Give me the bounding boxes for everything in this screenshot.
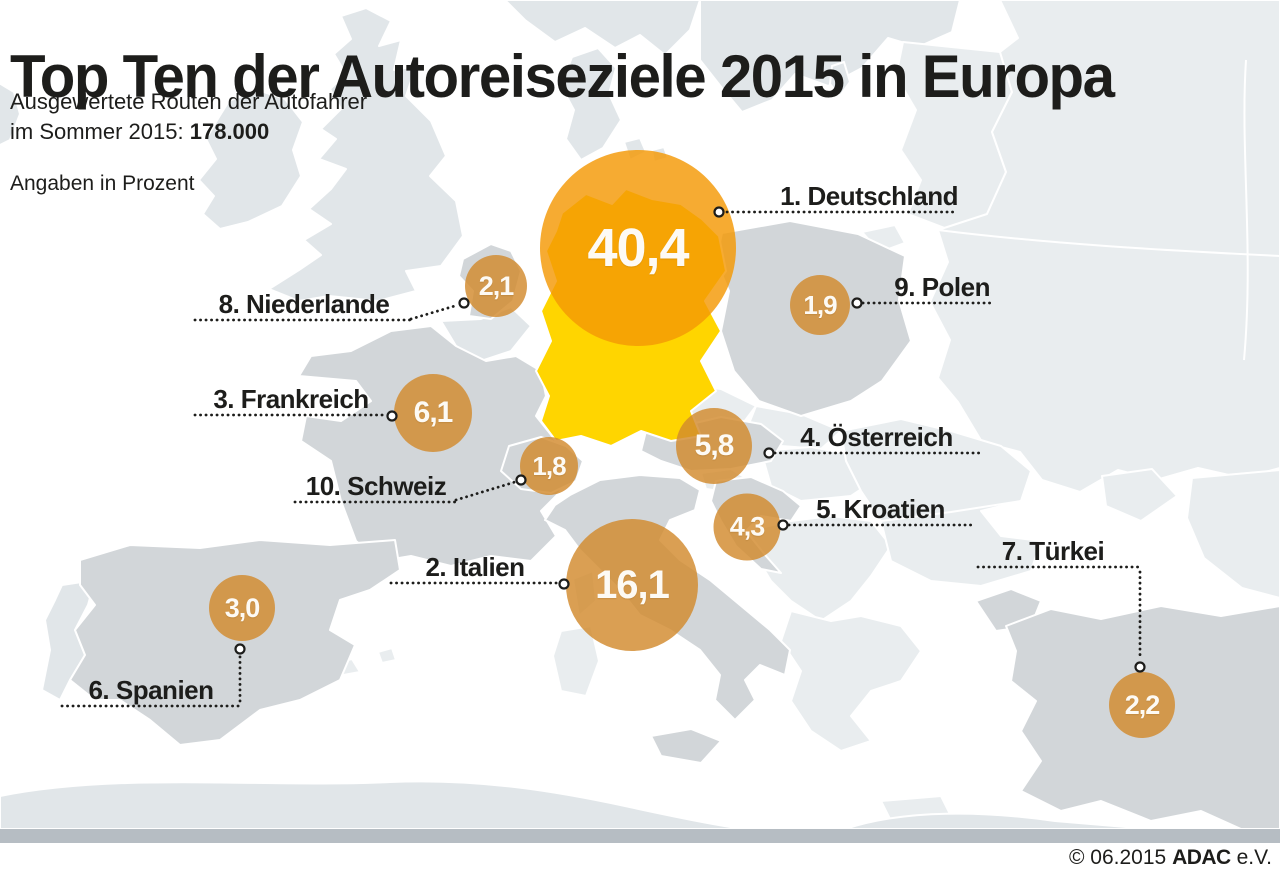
bubble-value-schweiz: 1,8 [532, 450, 566, 481]
leader-dot-italien [558, 578, 570, 590]
leader-dot-frankreich [386, 410, 398, 422]
bubble-value-spanien: 3,0 [224, 592, 261, 623]
label-schweiz: 10. Schweiz [295, 472, 457, 500]
bubble-value-italien: 16,1 [595, 562, 670, 607]
map-country-denmark [560, 47, 622, 161]
label-text-tuerkei: 7. Türkei [1001, 536, 1105, 566]
subtitle-line2: im Sommer 2015: 178.000 [10, 117, 367, 147]
leader-dot-deutschland [713, 206, 725, 218]
leader-line-tuerkei [976, 565, 1142, 662]
map-country-uk [268, 7, 464, 302]
subtitle-line1: Ausgewertete Routen der Autofahrer [10, 89, 368, 114]
map-border-line-east [937, 229, 1280, 257]
leader-dot-oesterreich [763, 447, 775, 459]
bubble-value-kroatien: 4,3 [729, 511, 766, 542]
map-country-ireland [198, 89, 304, 230]
bubble-value-frankreich: 6,1 [413, 396, 454, 429]
map-country-norway [504, 0, 701, 56]
map-country-spain [69, 539, 401, 746]
map-crimea [1101, 468, 1178, 522]
bubble-italien: 16,1 [566, 519, 698, 651]
bubble-niederlande: 2,1 [465, 255, 527, 317]
leader-dot-polen [851, 297, 863, 309]
map-border-romania-bulgaria [880, 500, 1022, 522]
label-text-frankreich: 3. Frankreich [213, 384, 369, 414]
bubble-polen: 1,9 [790, 275, 850, 335]
leader-line-spanien [60, 654, 242, 708]
label-text-spanien: 6. Spanien [88, 675, 214, 705]
leader-dot-tuerkei [1134, 661, 1146, 673]
map-north-africa-east [844, 812, 1151, 830]
label-oesterreich: 4. Österreich [773, 423, 980, 451]
leader-dot-kroatien [777, 519, 789, 531]
subtitle: Ausgewertete Routen der Autofahrer im So… [10, 87, 367, 147]
bubble-value-tuerkei: 2,2 [1124, 689, 1161, 720]
label-spanien: 6. Spanien [62, 676, 240, 704]
label-frankreich: 3. Frankreich [195, 385, 387, 413]
bubble-value-deutschland: 40,4 [587, 218, 689, 278]
page-title: Top Ten der Autoreiseziele 2015 in Europ… [10, 43, 1115, 111]
bubble-value-polen: 1,9 [803, 289, 837, 320]
bubble-kroatien: 4,3 [713, 493, 781, 561]
label-polen: 9. Polen [857, 273, 990, 301]
label-text-kroatien: 5. Kroatien [816, 494, 945, 524]
map-country-greece [780, 610, 922, 752]
map-iceland-tip [0, 82, 21, 147]
label-text-italien: 2. Italien [425, 552, 525, 582]
adac-brand: ADAC [1172, 846, 1231, 869]
map-caucasus-coast [1186, 469, 1280, 599]
routes-count: 178.000 [189, 119, 270, 144]
label-text-schweiz: 10. Schweiz [305, 471, 447, 501]
map-country-portugal [41, 579, 96, 701]
copyright-suffix: e.V. [1230, 846, 1272, 869]
label-text-deutschland: 1. Deutschland [780, 181, 958, 211]
leader-dot-spanien [234, 643, 246, 655]
map-north-africa-west [0, 780, 746, 830]
map-bottom-strip [0, 829, 1280, 843]
label-text-oesterreich: 4. Österreich [800, 422, 953, 452]
label-niederlande: 8. Niederlande [195, 290, 413, 318]
subtitle-line2-prefix: im Sommer 2015: [10, 119, 190, 144]
copyright-prefix: © 06.2015 [1069, 846, 1173, 869]
bubble-value-niederlande: 2,1 [478, 270, 515, 301]
map-country-sweden [699, 0, 961, 113]
bubble-frankreich: 6,1 [394, 374, 472, 452]
label-kroatien: 5. Kroatien [788, 495, 973, 523]
copyright: © 06.2015 ADAC e.V. [1069, 846, 1272, 870]
unit-note: Angaben in Prozent [10, 172, 195, 195]
label-italien: 2. Italien [391, 553, 559, 581]
bubble-tuerkei: 2,2 [1109, 672, 1175, 738]
map-romania-bulgaria [840, 418, 1042, 587]
map-island-gotland [829, 61, 851, 97]
bubble-spanien: 3,0 [209, 575, 275, 641]
leader-line-schweiz [293, 480, 517, 504]
bubble-schweiz: 1,8 [520, 437, 578, 495]
leader-dot-schweiz [515, 474, 527, 486]
bubble-deutschland: 40,4 [540, 150, 736, 346]
bubble-value-oesterreich: 5,8 [694, 429, 735, 462]
label-tuerkei: 7. Türkei [972, 537, 1134, 565]
label-deutschland: 1. Deutschland [727, 182, 958, 210]
label-text-polen: 9. Polen [894, 272, 990, 302]
leader-dot-niederlande [458, 297, 470, 309]
bubble-oesterreich: 5,8 [676, 408, 752, 484]
map-balkans [745, 515, 892, 622]
label-text-niederlande: 8. Niederlande [218, 289, 390, 319]
map-border-line-river [1243, 59, 1249, 361]
map-island-sicily [650, 728, 722, 764]
